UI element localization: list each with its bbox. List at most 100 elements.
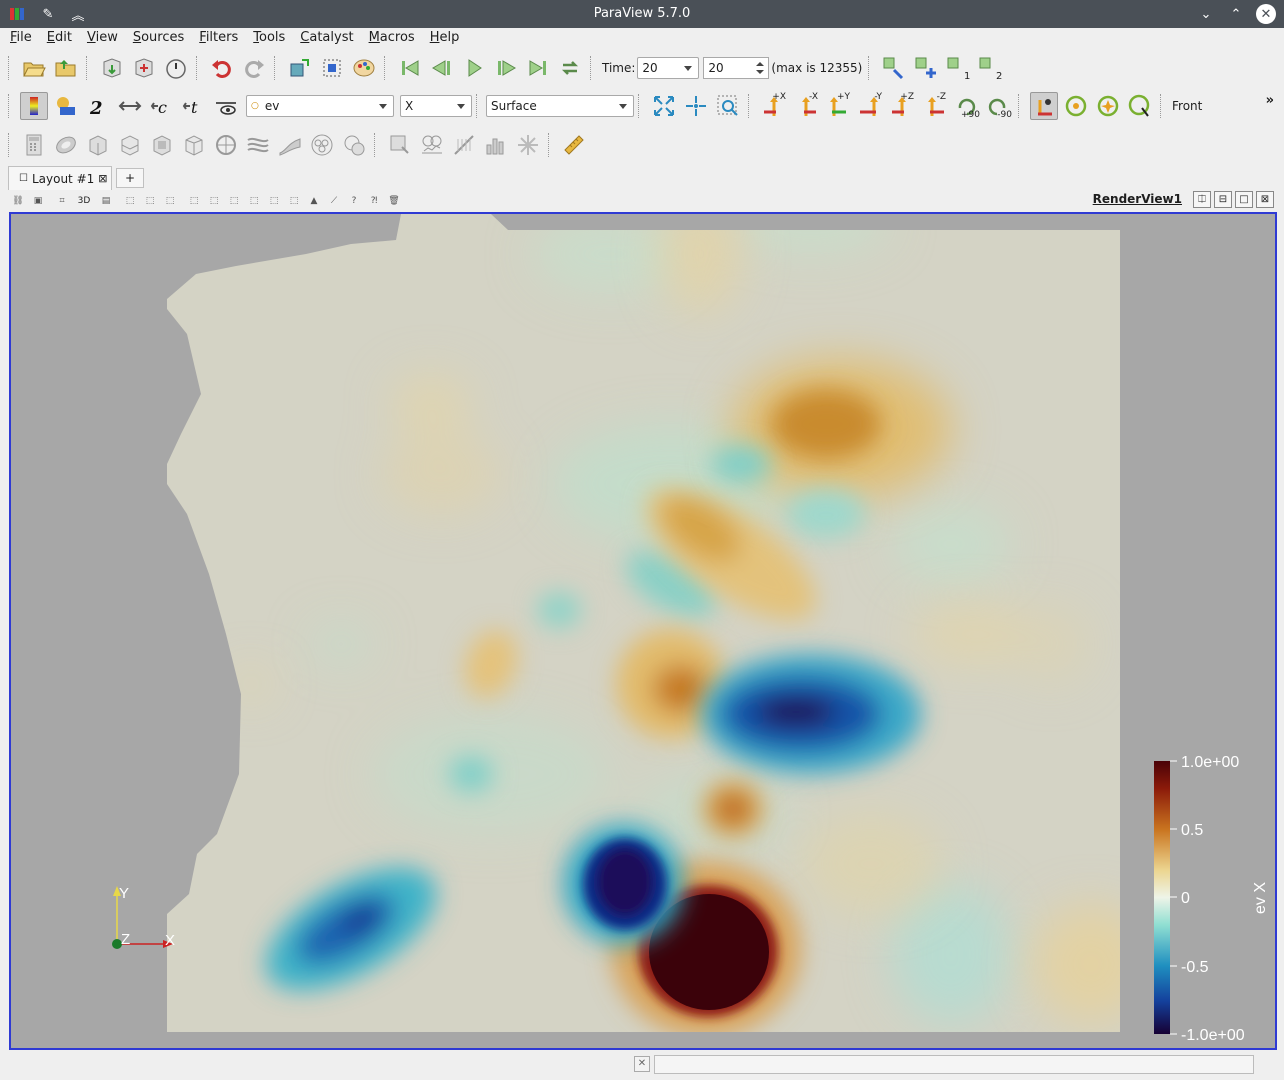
select-polygon-cells-icon[interactable]: ⬚ <box>209 195 219 206</box>
view-plus-y-icon[interactable]: +Y <box>824 92 852 120</box>
rescale-visible-range-icon[interactable] <box>212 92 240 120</box>
close-icon[interactable]: ✕ <box>1256 4 1276 24</box>
color-palette-icon[interactable] <box>350 54 378 82</box>
toolbar-overflow-icon[interactable]: » <box>1265 93 1274 108</box>
next-frame-icon[interactable] <box>492 54 520 82</box>
extract-subset-icon[interactable] <box>180 131 208 159</box>
probe-location-icon[interactable] <box>514 131 542 159</box>
clip-icon[interactable] <box>84 131 112 159</box>
field-visualization[interactable]: 1.0e+00 0.5 0 -0.5 -1.0e+00 ev X Y X Z <box>11 214 1275 1048</box>
menu-view[interactable]: View <box>86 30 118 45</box>
plot-data-over-time-icon[interactable] <box>418 131 446 159</box>
contour-icon[interactable] <box>52 131 80 159</box>
layout-tab[interactable]: ☐ Layout #1 ⊠ <box>8 166 112 190</box>
ruler-icon[interactable] <box>560 131 588 159</box>
group-datasets-icon[interactable] <box>308 131 336 159</box>
rotate-cw-icon[interactable]: +90 <box>952 92 980 120</box>
calculator-icon[interactable] <box>20 131 48 159</box>
plot-selection-icon[interactable] <box>386 131 414 159</box>
rescale-data-range-icon[interactable] <box>116 92 144 120</box>
threshold-icon[interactable] <box>148 131 176 159</box>
first-frame-icon[interactable] <box>396 54 424 82</box>
select-points-through-icon[interactable]: ⬚ <box>189 195 199 206</box>
hover-points-icon[interactable]: ▲ <box>310 195 318 206</box>
connect-server-icon[interactable] <box>286 54 314 82</box>
color-legend[interactable]: 1.0e+00 0.5 0 -0.5 -1.0e+00 ev X <box>1154 754 1269 1044</box>
menu-filters[interactable]: Filters <box>199 30 239 45</box>
menu-catalyst[interactable]: Catalyst <box>300 30 354 45</box>
menu-sources[interactable]: Sources <box>132 30 185 45</box>
minimize-icon[interactable]: ⌄ <box>1200 6 1212 22</box>
reset-closest-icon[interactable] <box>682 92 710 120</box>
maximize-icon[interactable]: ⌃ <box>1230 6 1242 22</box>
view-plus-z-icon[interactable]: +Z <box>888 92 916 120</box>
histogram-icon[interactable] <box>482 131 510 159</box>
select-blocks-icon[interactable]: ⬚ <box>249 195 259 206</box>
select-cells-through-icon[interactable]: ⬚ <box>165 195 175 206</box>
stream-tracer-icon[interactable] <box>244 131 272 159</box>
time-value-combo[interactable]: 20 <box>637 57 700 79</box>
extract-level-icon[interactable] <box>340 131 368 159</box>
pick-center-icon[interactable] <box>318 54 346 82</box>
menu-edit[interactable]: Edit <box>46 30 72 45</box>
view-direction-label[interactable]: Front <box>1172 99 1203 113</box>
pin-icon[interactable]: ✎ <box>42 6 54 22</box>
select-polygon-points-icon[interactable]: ⬚ <box>229 195 239 206</box>
render-view-name[interactable]: RenderView1 <box>1092 192 1182 206</box>
clear-selection-icon[interactable]: 🗑 <box>388 195 400 206</box>
reset-session-icon[interactable]: ⛓ <box>12 195 24 206</box>
warp-by-vector-icon[interactable] <box>276 131 304 159</box>
show-orientation-axes-icon[interactable] <box>1030 92 1058 120</box>
loop-icon[interactable] <box>556 54 584 82</box>
clear-status-icon[interactable]: ✕ <box>634 1056 650 1072</box>
split-horizontal-button[interactable]: ⎅ <box>1193 191 1211 208</box>
load-state-icon[interactable] <box>52 54 80 82</box>
timestep-spinbox[interactable]: 20 <box>703 57 770 79</box>
keep-above-icon[interactable]: ︽ <box>71 8 85 24</box>
hover-query-icon[interactable]: ? <box>351 195 357 206</box>
save-data-icon[interactable] <box>98 54 126 82</box>
glyph-icon[interactable] <box>212 131 240 159</box>
plot-over-line-icon[interactable] <box>450 131 478 159</box>
view-minus-y-icon[interactable]: -Y <box>856 92 884 120</box>
timer-icon[interactable] <box>162 54 190 82</box>
edit-colormap-icon[interactable] <box>52 92 80 120</box>
view-plus-x-icon[interactable]: +X <box>760 92 788 120</box>
rotate-ccw-icon[interactable]: -90 <box>984 92 1012 120</box>
undo-icon[interactable] <box>208 54 236 82</box>
menu-tools[interactable]: Tools <box>253 30 286 45</box>
camera-undo-icon[interactable]: ▤ <box>101 195 111 206</box>
reset-center-icon[interactable] <box>1094 92 1122 120</box>
camera-add-icon[interactable] <box>912 54 940 82</box>
reset-camera-icon[interactable] <box>650 92 678 120</box>
slice-icon[interactable] <box>116 131 144 159</box>
previous-frame-icon[interactable] <box>428 54 456 82</box>
toggle-color-legend-icon[interactable] <box>20 92 48 120</box>
menu-macros[interactable]: Macros <box>368 30 415 45</box>
show-center-icon[interactable] <box>1062 92 1090 120</box>
component-combo[interactable]: X <box>400 95 472 117</box>
paraview-logo-icon[interactable] <box>8 4 28 24</box>
camera-link-wrench-icon[interactable] <box>880 54 908 82</box>
color-by-combo[interactable]: ○ ev <box>246 95 394 117</box>
maximize-view-button[interactable]: □ <box>1235 191 1253 208</box>
split-vertical-button[interactable]: ⊟ <box>1214 191 1232 208</box>
pick-center-of-rotation-icon[interactable] <box>1126 92 1154 120</box>
select-cells-on-icon[interactable]: ⬚ <box>125 195 135 206</box>
camera-bookmark-1-icon[interactable]: 1 <box>944 54 972 82</box>
grow-selection-icon[interactable]: ⁈ <box>370 195 378 206</box>
rescale-custom-range-icon[interactable]: c <box>148 92 176 120</box>
zoom-to-box-icon[interactable] <box>714 92 742 120</box>
interactive-select-points-icon[interactable]: ⬚ <box>289 195 299 206</box>
screenshot-icon[interactable]: ⌗ <box>59 195 65 206</box>
view-minus-x-icon[interactable]: -X <box>792 92 820 120</box>
use-separate-colormap-icon[interactable]: 2 <box>84 92 112 120</box>
interactive-select-cells-icon[interactable]: ⬚ <box>269 195 279 206</box>
save-state-icon[interactable] <box>130 54 158 82</box>
hover-cells-icon[interactable]: ⟋ <box>330 195 338 206</box>
open-file-icon[interactable] <box>20 54 48 82</box>
play-icon[interactable] <box>460 54 488 82</box>
render-view[interactable]: 1.0e+00 0.5 0 -0.5 -1.0e+00 ev X Y X Z <box>9 212 1277 1050</box>
toggle-3d-button[interactable]: 3D <box>77 195 91 206</box>
rescale-temporal-range-icon[interactable]: t <box>180 92 208 120</box>
